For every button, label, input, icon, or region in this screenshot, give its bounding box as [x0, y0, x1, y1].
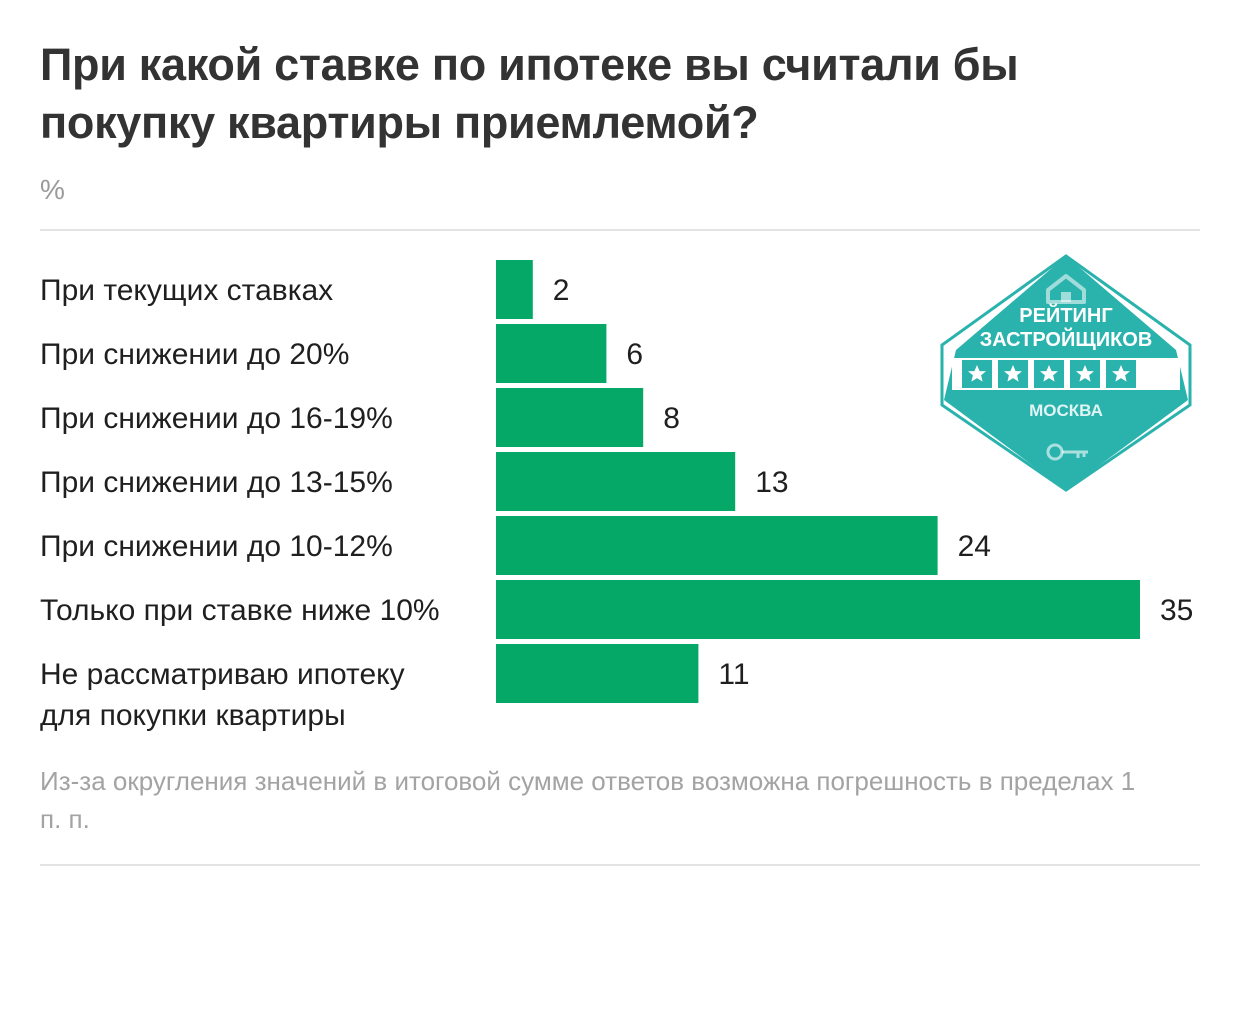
star-icon: [1076, 365, 1094, 382]
value-label: 8: [663, 402, 680, 435]
bar: [496, 260, 533, 319]
star-icon: [1112, 365, 1130, 382]
value-label: 13: [755, 466, 788, 499]
unit-label: %: [40, 174, 65, 205]
category-label: Только при ставке ниже 10%: [40, 594, 440, 627]
value-label: 24: [958, 530, 991, 563]
key-icon: [1046, 443, 1088, 461]
category-label: При текущих ставках: [40, 274, 333, 307]
developer-rating-badge: РЕЙТИНГ ЗАСТРОЙЩИКОВ МОСКВА: [940, 254, 1192, 492]
value-label: 6: [626, 338, 643, 371]
bar: [496, 644, 699, 703]
bar: [496, 580, 1140, 639]
footnote: Из-за округления значений в итоговой сум…: [40, 766, 1136, 834]
category-label: При снижении до 13-15%: [40, 466, 393, 499]
bottom-divider: [40, 864, 1200, 866]
top-divider: [40, 229, 1200, 231]
chart-title: При какой ставке по ипотеке вы считали б…: [40, 39, 1019, 148]
category-label: для покупки квартиры: [40, 699, 346, 732]
star-icon: [1004, 365, 1022, 382]
badge-stars: [962, 360, 1136, 388]
badge-city: МОСКВА: [1029, 401, 1103, 420]
badge-line2: ЗАСТРОЙЩИКОВ: [980, 327, 1153, 351]
house-icon: [1046, 274, 1086, 304]
value-label: 2: [553, 274, 570, 307]
category-label: При снижении до 16-19%: [40, 402, 393, 435]
bar-chart: При текущих ставках 2 При снижении до 20% 6…: [40, 260, 1193, 732]
bar: [496, 388, 644, 447]
bar: [496, 324, 607, 383]
bar: [496, 452, 736, 511]
bar: [496, 516, 938, 575]
category-label: При снижении до 20%: [40, 338, 349, 371]
star-icon: [1040, 365, 1058, 382]
category-label: При снижении до 10-12%: [40, 530, 393, 563]
star-icon: [968, 365, 986, 382]
value-label: 11: [718, 658, 749, 691]
badge-outline: [940, 254, 1192, 492]
category-label: Не рассматриваю ипотеку: [40, 658, 405, 691]
value-label: 35: [1160, 594, 1193, 627]
badge-line1: РЕЙТИНГ: [1019, 303, 1112, 327]
